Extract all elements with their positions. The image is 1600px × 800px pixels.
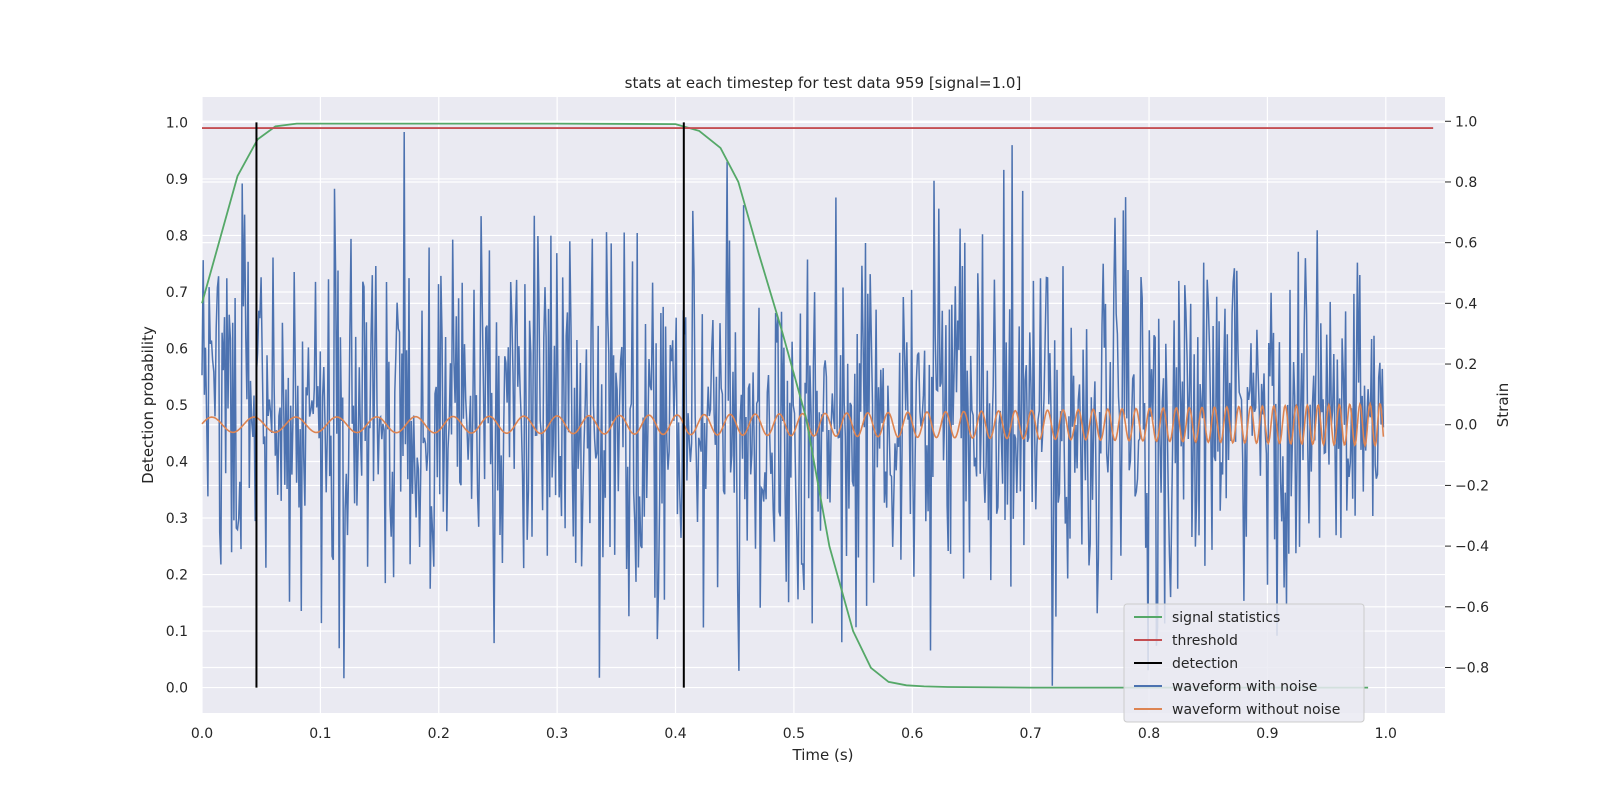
- y-left-tick-label-3: 0.3: [166, 511, 188, 527]
- y-left-tick-label-9: 0.9: [166, 172, 188, 188]
- x-tick-label-4: 0.4: [664, 726, 686, 742]
- x-tick-label-9: 0.9: [1256, 726, 1278, 742]
- y-right-tick-label-2: −0.4: [1455, 539, 1489, 555]
- y-right-tick-label-7: 0.6: [1455, 236, 1477, 252]
- legend: signal statistics threshold detection wa…: [1123, 603, 1365, 723]
- y-left-tick-label-7: 0.7: [166, 285, 188, 301]
- x-tick-label-2: 0.2: [428, 726, 450, 742]
- series-layer: [201, 122, 1434, 689]
- legend-label-waveform-without-noise: waveform without noise: [1172, 702, 1340, 718]
- y-left-tick-label-8: 0.8: [166, 228, 188, 244]
- x-tick-label-5: 0.5: [783, 726, 805, 742]
- legend-label-waveform-with-noise: waveform with noise: [1172, 679, 1317, 695]
- y-left-tick-label-10: 1.0: [166, 115, 188, 131]
- y-right-tick-label-6: 0.4: [1455, 296, 1477, 312]
- x-tick-label-6: 0.6: [901, 726, 923, 742]
- x-tick-labels: 0.0 0.1 0.2 0.3 0.4 0.5 0.6 0.7 0.8 0.9 1.0: [191, 726, 1397, 742]
- x-tick-label-10: 1.0: [1375, 726, 1397, 742]
- x-tick-label-3: 0.3: [546, 726, 568, 742]
- y-left-tick-label-5: 0.5: [166, 398, 188, 414]
- y-left-tick-label-1: 0.1: [166, 624, 188, 640]
- series-signal-statistics: [201, 122, 1369, 689]
- y-left-tick-labels: 0.0 0.1 0.2 0.3 0.4 0.5 0.6 0.7 0.8 0.9 1.0: [166, 115, 188, 696]
- y-axis-left-label: Detection probability: [139, 326, 157, 484]
- y-right-tick-label-9: 1.0: [1455, 114, 1477, 130]
- legend-label-threshold: threshold: [1172, 633, 1238, 649]
- y-axis-right-label: Strain: [1494, 383, 1512, 427]
- y-left-tick-label-2: 0.2: [166, 568, 188, 584]
- y-right-tick-label-3: −0.2: [1455, 478, 1489, 494]
- x-tick-label-7: 0.7: [1020, 726, 1042, 742]
- y-right-tick-label-8: 0.8: [1455, 175, 1477, 191]
- legend-label-signal-statistics: signal statistics: [1172, 610, 1280, 626]
- y-left-tick-label-6: 0.6: [166, 341, 188, 357]
- y-right-tick-label-4: 0.0: [1455, 418, 1477, 434]
- y-right-tick-labels: −0.8 −0.6 −0.4 −0.2 0.0 0.2 0.4 0.6 0.8 1.0: [1445, 114, 1489, 676]
- legend-box: [1123, 603, 1365, 723]
- y-left-tick-label-0: 0.0: [166, 681, 188, 697]
- x-tick-label-1: 0.1: [309, 726, 331, 742]
- chart-title: stats at each timestep for test data 959…: [625, 74, 1022, 92]
- legend-label-detection: detection: [1172, 656, 1238, 672]
- x-axis-label: Time (s): [792, 746, 854, 764]
- y-left-tick-label-4: 0.4: [166, 455, 188, 471]
- x-tick-label-8: 0.8: [1138, 726, 1160, 742]
- y-right-tick-label-0: −0.8: [1455, 660, 1489, 676]
- series-waveform-without-noise: [201, 401, 1385, 448]
- y-right-tick-label-5: 0.2: [1455, 357, 1477, 373]
- series-waveform-with-noise: [201, 131, 1385, 686]
- x-tick-label-0: 0.0: [191, 726, 213, 742]
- y-right-tick-label-1: −0.6: [1455, 600, 1489, 616]
